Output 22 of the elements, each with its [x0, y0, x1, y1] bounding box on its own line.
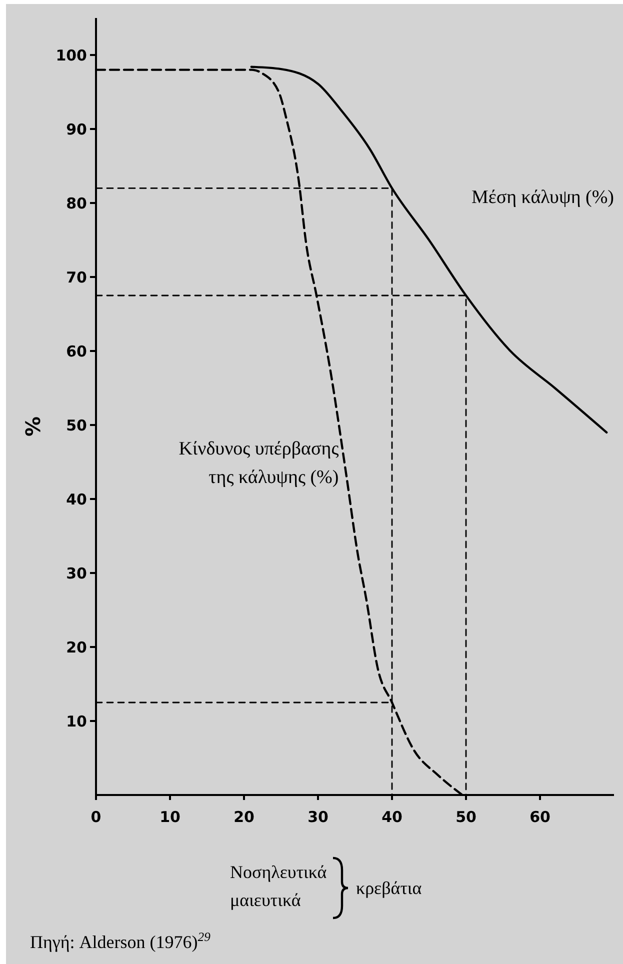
x-tick-label: 50	[456, 808, 476, 826]
y-tick-label: 100	[56, 46, 87, 64]
x-tick-label: 20	[234, 808, 254, 826]
x-tick-label: 10	[160, 808, 180, 826]
x-tick-label: 0	[90, 808, 102, 826]
y-tick-label: 80	[66, 194, 87, 212]
y-tick-label: 50	[66, 416, 87, 434]
text: Νοσηλευτικά μαιευτικά κρεβάτια	[230, 862, 422, 910]
x-tick-label: 60	[530, 808, 550, 826]
text: Μέση κάλυψη (%)	[472, 187, 614, 208]
text: Πηγή: Alderson (1976)$^{29}$	[30, 930, 212, 952]
x-tick-label: 40	[382, 808, 402, 826]
x-tick-label: 30	[308, 808, 328, 826]
y-axis-title: %	[21, 416, 45, 437]
y-tick-label: 40	[66, 490, 87, 508]
y-tick-label: 10	[66, 712, 87, 730]
y-tick-label: 90	[66, 120, 87, 138]
series-label: Κίνδυνος υπέρβασης της κάλυψης (%)	[178, 438, 340, 488]
y-tick-label: 60	[66, 342, 87, 360]
y-tick-label: 20	[66, 638, 87, 656]
y-tick-label: 70	[66, 268, 87, 286]
y-tick-label: 30	[66, 564, 87, 582]
